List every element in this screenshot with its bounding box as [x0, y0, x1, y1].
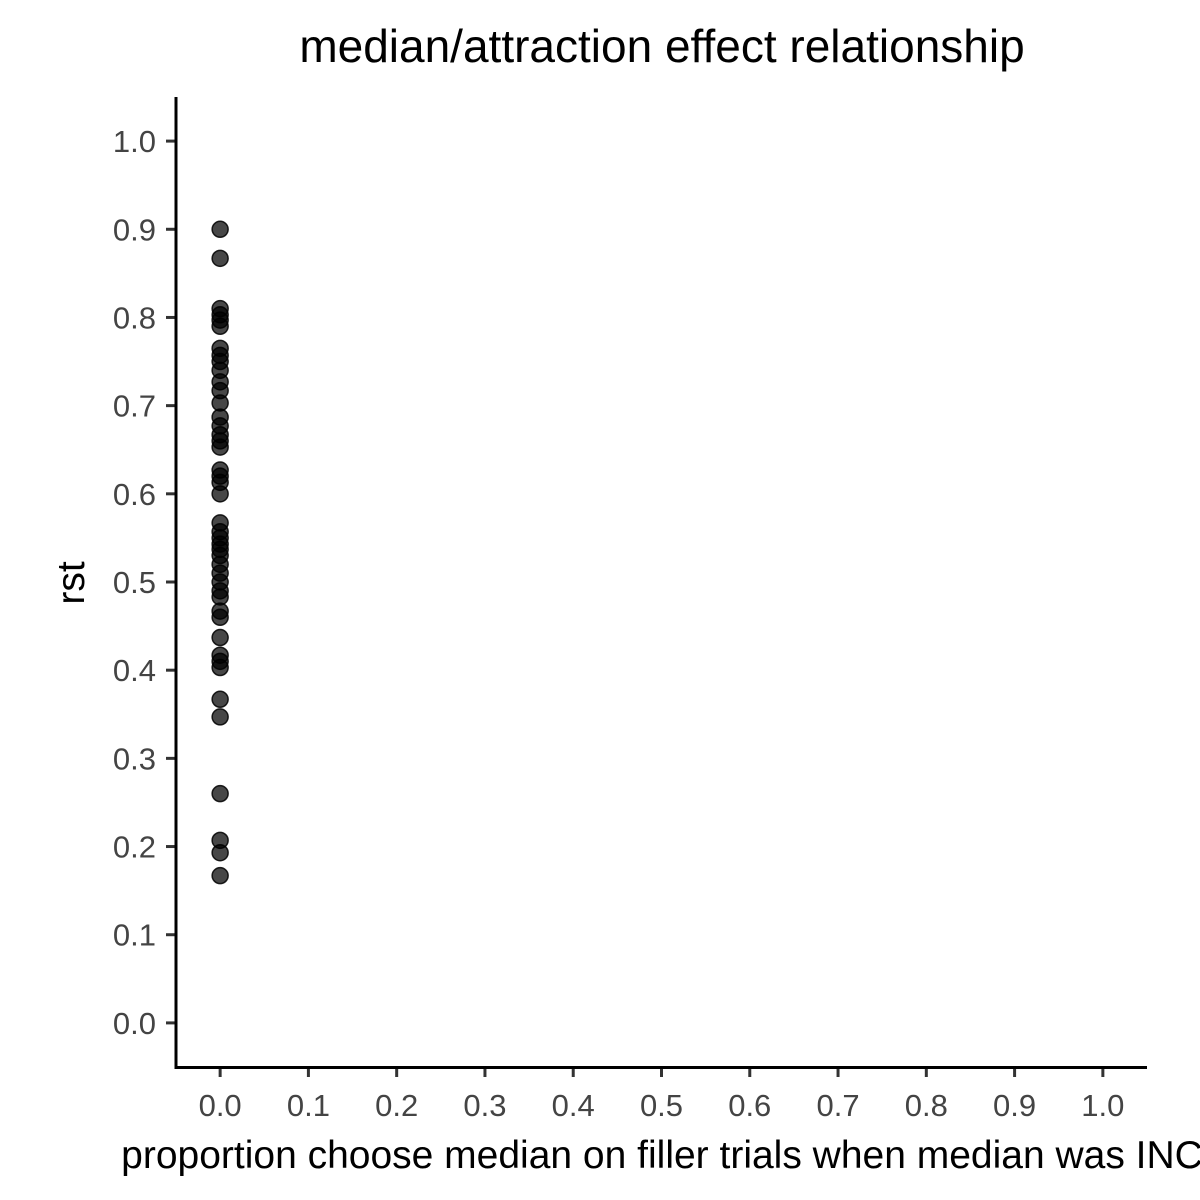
scatter-point	[211, 866, 229, 885]
y-tick-label: 0.7	[113, 389, 156, 424]
x-axis-ticks: 0.0 0.1 0.2 0.3 0.4 0.5 0.6 0.7 0.8 0.9 1.0	[199, 1067, 1124, 1123]
x-tick-label: 0.2	[375, 1088, 418, 1123]
x-tick-label: 0.3	[463, 1088, 506, 1123]
scatter-point	[211, 843, 229, 862]
x-tick-label: 0.1	[287, 1088, 330, 1123]
x-axis-title: proportion choose median on filler trial…	[121, 1134, 1200, 1177]
scatter-point	[211, 658, 229, 677]
y-tick-label: 0.5	[113, 565, 156, 600]
data-points	[211, 220, 229, 885]
y-tick-label: 0.6	[113, 477, 156, 512]
y-tick-label: 0.2	[113, 830, 156, 865]
y-axis-ticks: 0.0 0.1 0.2 0.3 0.4 0.5 0.6 0.7 0.8 0.9 1.0	[113, 124, 176, 1041]
y-tick-label: 0.4	[113, 653, 156, 688]
scatter-point	[211, 220, 229, 239]
scatter-point	[211, 708, 229, 726]
x-tick-label: 0.8	[905, 1088, 948, 1123]
chart-title: median/attraction effect relationship	[299, 20, 1024, 72]
y-axis-title: rst	[50, 561, 93, 604]
scatter-point	[211, 784, 229, 803]
scatter-point	[211, 438, 229, 456]
scatter-point	[211, 608, 229, 627]
scatter-point	[211, 628, 229, 647]
y-tick-label: 1.0	[113, 124, 156, 159]
y-tick-label: 0.8	[113, 300, 156, 335]
x-tick-label: 0.6	[728, 1088, 771, 1123]
x-tick-label: 0.0	[199, 1088, 242, 1123]
x-tick-label: 0.5	[640, 1088, 683, 1123]
y-tick-label: 0.1	[113, 918, 156, 953]
x-tick-label: 0.7	[816, 1088, 859, 1123]
x-tick-label: 0.4	[552, 1088, 595, 1123]
scatter-point	[211, 317, 229, 336]
x-tick-label: 0.9	[993, 1088, 1036, 1123]
y-tick-label: 0.9	[113, 212, 156, 247]
scatter-point	[211, 485, 229, 503]
y-tick-label: 0.0	[113, 1006, 156, 1041]
x-tick-label: 1.0	[1081, 1088, 1124, 1123]
scatter-point	[211, 690, 229, 709]
y-tick-label: 0.3	[113, 741, 156, 776]
scatter-point	[211, 249, 229, 268]
